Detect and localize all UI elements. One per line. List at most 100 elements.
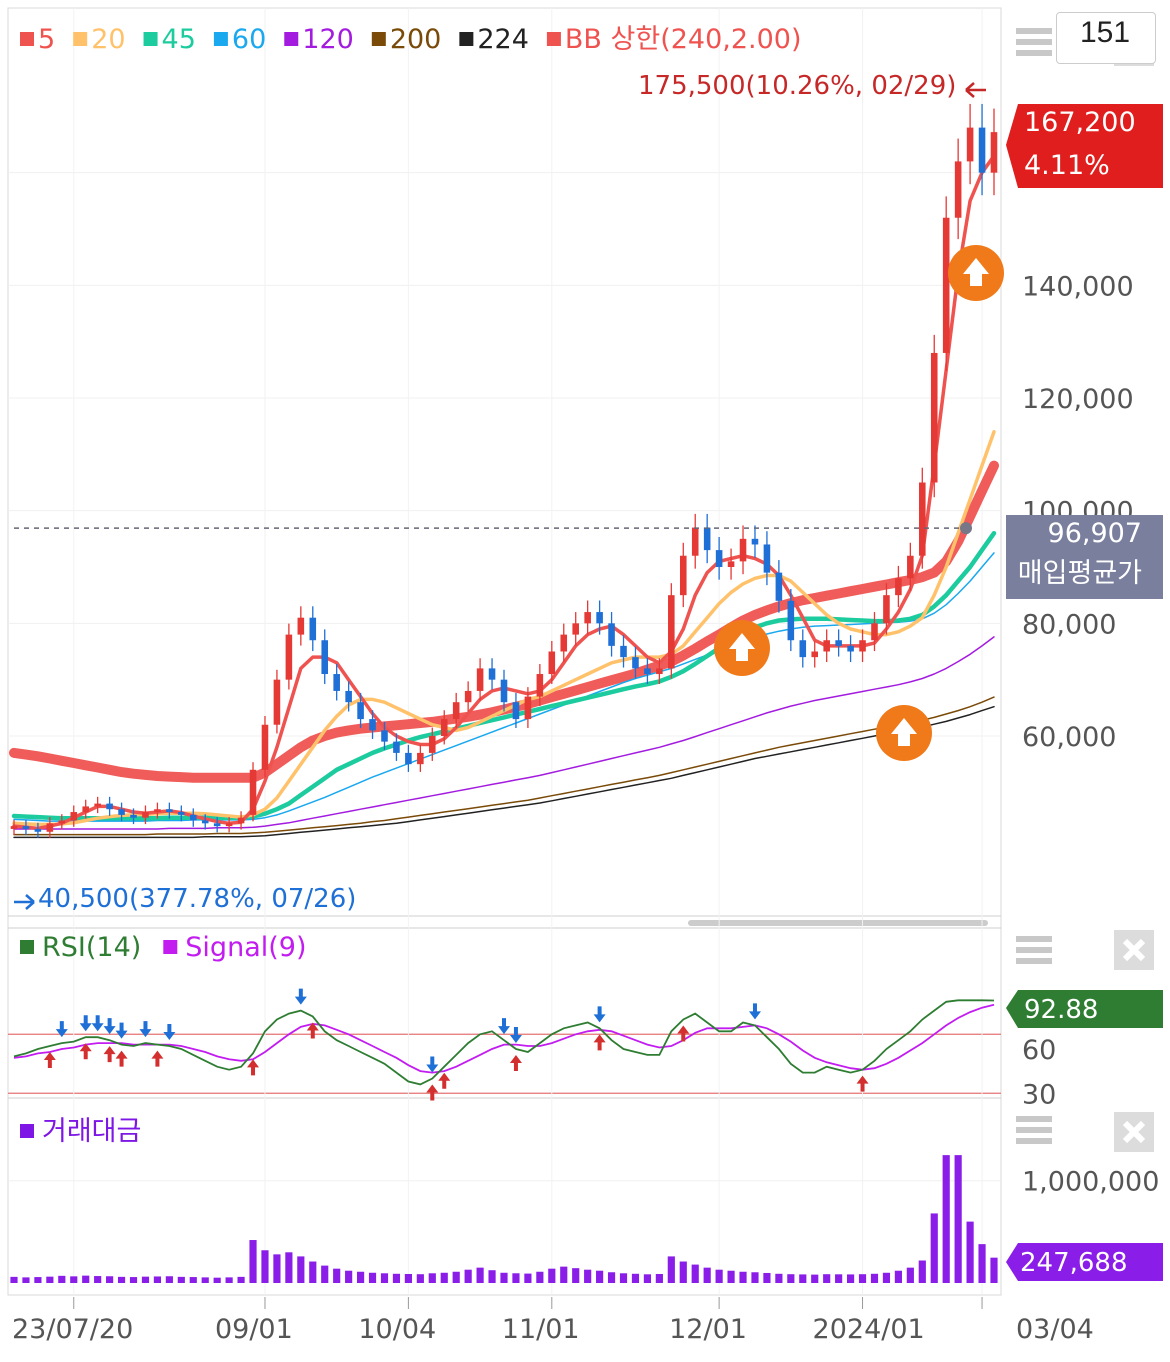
candle-body (273, 679, 281, 725)
candle-body (237, 817, 245, 824)
volume-bar (416, 1274, 424, 1283)
left-arrow-icon (965, 82, 986, 98)
candle-body (429, 736, 436, 753)
candle-body (440, 719, 448, 736)
panel-close-icon[interactable] (1114, 1112, 1154, 1152)
up-cross-icon (509, 1055, 522, 1071)
candle-body (118, 809, 125, 815)
candle-body (584, 612, 591, 624)
period-count-value: 151 (1080, 16, 1131, 49)
volume-bar (631, 1273, 640, 1283)
rsi-signal-line (13, 1003, 995, 1074)
volume-bar (368, 1272, 377, 1283)
menu-bar (1016, 958, 1052, 964)
volume-bar (225, 1277, 233, 1283)
volume-bar (655, 1273, 663, 1283)
volume-bar (392, 1273, 401, 1283)
volume-bar (739, 1271, 747, 1283)
rsi-value-tag (1006, 990, 1163, 1028)
panel-menu-icon[interactable] (1016, 936, 1052, 964)
period-count-box[interactable] (1056, 12, 1156, 64)
volume-bar (94, 1276, 102, 1283)
volume-bar (380, 1273, 389, 1283)
average-price-tag (1006, 515, 1163, 599)
candle-body (70, 812, 78, 821)
volume-current-value: 247,688 (1020, 1248, 1128, 1278)
price-y-tick-label: 120,000 (1022, 384, 1134, 415)
down-cross-icon (163, 1024, 176, 1041)
candle-body (930, 352, 938, 483)
candle-body (345, 690, 352, 703)
legend-swatch (20, 1124, 34, 1138)
panel-close-icon[interactable] (1114, 930, 1154, 970)
up-cross-icon (43, 1052, 56, 1069)
down-cross-icon (294, 988, 307, 1005)
volume-bar (452, 1271, 460, 1283)
up-cross-icon (426, 1084, 439, 1101)
candle-body (154, 809, 161, 813)
legend-label: 20 (91, 24, 125, 55)
volume-bar (942, 1155, 950, 1283)
menu-bar (1016, 28, 1052, 34)
volume-bar (10, 1276, 18, 1283)
candle-body (656, 668, 663, 675)
volume-bar (357, 1271, 365, 1283)
candle-body (393, 741, 400, 753)
candle-body (476, 668, 484, 691)
volume-bar (763, 1272, 771, 1283)
volume-bar (536, 1271, 544, 1283)
candle-body (488, 668, 496, 680)
volume-bar (560, 1266, 568, 1283)
candle-body (883, 595, 890, 624)
up-cross-icon (151, 1050, 164, 1067)
volume-bar (990, 1257, 998, 1283)
candle-body (357, 702, 364, 720)
candle-body (225, 823, 233, 827)
candle-body (548, 651, 556, 675)
candle-body (46, 823, 54, 832)
volume-bar (906, 1267, 914, 1283)
menu-bar (1016, 39, 1052, 45)
current-price-tag (1006, 104, 1163, 188)
panel-menu-icon[interactable] (1016, 1116, 1052, 1144)
panel-menu-icon[interactable] (1016, 28, 1052, 56)
candle-body (142, 812, 149, 818)
candle-body (381, 730, 388, 742)
candle-body (620, 645, 627, 658)
volume-bar (333, 1268, 341, 1283)
legend-label: 60 (232, 24, 266, 55)
volume-bar (858, 1274, 867, 1283)
candle-body (835, 640, 842, 646)
ma-line-200 (13, 696, 995, 836)
down-cross-icon (498, 1018, 510, 1035)
volume-bar (835, 1274, 843, 1283)
current-price-change: 4.11% (1024, 150, 1110, 181)
x-tick-label: 23/07/20 (12, 1314, 133, 1345)
volume-bar (966, 1221, 974, 1283)
menu-bar (1016, 947, 1052, 953)
down-cross-icon (509, 1027, 522, 1043)
average-price-dot (960, 522, 972, 535)
legend-swatch (143, 32, 158, 46)
down-cross-icon (55, 1021, 68, 1038)
volume-bar (201, 1277, 209, 1283)
candle-body (452, 702, 460, 720)
volume-bar (321, 1265, 329, 1283)
candle-body (82, 806, 89, 813)
x-tick-label: 09/01 (215, 1314, 293, 1345)
candle-body (22, 826, 30, 829)
volume-bar (643, 1274, 651, 1283)
menu-bar (1016, 936, 1052, 942)
legend-swatch (73, 32, 88, 46)
legend-swatch (163, 940, 178, 954)
buy-signal-icon (714, 620, 770, 676)
volume-bar (488, 1270, 496, 1283)
rsi-y-tick-label: 60 (1022, 1035, 1056, 1066)
up-cross-icon (79, 1043, 92, 1060)
volume-bar (978, 1244, 986, 1283)
average-price-label: 매입평균가 (1018, 558, 1142, 589)
volume-bar (811, 1274, 819, 1283)
volume-bar (954, 1155, 962, 1283)
volume-bar (882, 1272, 891, 1283)
candle-body (954, 161, 962, 218)
